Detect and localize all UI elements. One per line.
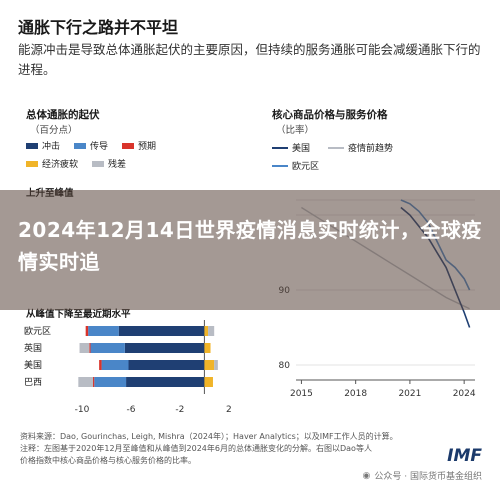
footnote-source: 资料来源：Dao, Gourinchas, Leigh, Mishra（2024… [20, 432, 398, 441]
banner-headline[interactable]: 2024年12月14日世界疫情消息实时统计，全球疫情实时追 [18, 218, 482, 274]
bar-segment [89, 343, 91, 353]
bar-segment [101, 360, 129, 370]
legend-item: 疫情前趋势 [328, 141, 393, 154]
right-chart-unit: （比率） [276, 125, 315, 136]
x-tick-label: -2 [175, 405, 184, 415]
bar-segment [99, 360, 102, 370]
legend-item: 冲击 [26, 139, 60, 152]
bar-segment [204, 377, 213, 387]
section-label-decline: 从峰值下降至最近期水平 [26, 309, 131, 320]
footnote-note-2: 价格指数中核心商品价格与核心服务价格的比率。 [20, 456, 196, 465]
x-tick-label: -6 [126, 405, 135, 415]
imf-logo: IMF [447, 446, 482, 466]
legend-item: 预期 [122, 139, 156, 152]
bar-segment [78, 377, 94, 387]
right-chart-title: 核心商品价格与服务价格 [272, 109, 388, 121]
bar-segment [94, 377, 127, 387]
row-label: 英国 [24, 342, 42, 354]
legend-label: 传导 [90, 142, 109, 152]
bar-segment [79, 343, 90, 353]
legend-label: 预期 [138, 142, 157, 152]
bar-segment [204, 343, 211, 353]
x-tick-label: -10 [75, 405, 90, 415]
legend-label: 疫情前趋势 [348, 144, 394, 154]
legend-item: 美国 [272, 141, 310, 154]
legend-item: 欧元区 [272, 159, 492, 172]
bar-segment [126, 377, 205, 387]
legend-swatch [26, 142, 38, 149]
bar-segment [118, 326, 205, 336]
legend-swatch [74, 142, 87, 149]
legend-label: 冲击 [42, 142, 61, 152]
bar-segment [88, 326, 119, 336]
bar-segment [90, 343, 125, 353]
legend-swatch [272, 146, 288, 149]
left-chart-title: 总体通胀的起伏 [26, 109, 100, 121]
legend-item: 经济疲软 [26, 157, 78, 170]
bar-segment [124, 343, 205, 353]
page-title: 通胀下行之路并不平坦 [18, 18, 179, 37]
legend-swatch [328, 146, 345, 149]
legend-label: 经济疲软 [42, 160, 79, 170]
row-label: 巴西 [24, 377, 42, 388]
right-legend: 美国 疫情前趋势 欧元区 [272, 141, 492, 172]
x-tick-label: 2015 [290, 389, 313, 399]
legend-item: 残差 [92, 157, 126, 170]
legend-label: 欧元区 [292, 162, 320, 172]
x-tick-label: 2018 [344, 389, 367, 399]
wechat-icon: ◉ [362, 470, 371, 481]
legend-item: 传导 [74, 139, 108, 152]
footnote-block: 资料来源：Dao, Gourinchas, Leigh, Mishra（2024… [20, 431, 480, 467]
bar-segment [208, 326, 215, 336]
x-tick-label: 2024 [453, 389, 476, 399]
bar-segment [204, 326, 209, 336]
left-legend: 冲击 传导 预期 经济疲软 残差 [26, 139, 246, 170]
y-tick-label: 80 [279, 361, 291, 371]
bar-segment [85, 326, 89, 336]
legend-swatch [26, 160, 38, 167]
left-chart-unit: （百分点） [30, 125, 78, 136]
legend-label: 残差 [108, 160, 127, 170]
x-tick-label: 2021 [398, 389, 421, 399]
bar-segment [128, 360, 205, 370]
watermark-text: 公众号 · 国际货币基金组织 [374, 472, 482, 482]
headline-banner [0, 190, 500, 310]
row-label: 欧元区 [24, 325, 51, 337]
footnote-note: 注释：左图基于2020年12月至峰值和从峰值到2024年6月的总体通胀变化的分解… [20, 444, 372, 453]
bar-segment [93, 377, 95, 387]
page-subtitle: 能源冲击是导致总体通胀起伏的主要原因，但持续的服务通胀可能会减缓通胀下行的进程。 [18, 42, 481, 77]
watermark: ◉ 公众号 · 国际货币基金组织 [362, 469, 482, 483]
row-label: 美国 [24, 359, 42, 371]
x-tick-label: 2 [226, 405, 232, 415]
bar-segment [204, 360, 215, 370]
legend-swatch [122, 142, 135, 149]
bar-segment [214, 360, 218, 370]
legend-label: 美国 [292, 144, 311, 154]
legend-swatch [92, 160, 105, 167]
legend-swatch [272, 164, 288, 167]
